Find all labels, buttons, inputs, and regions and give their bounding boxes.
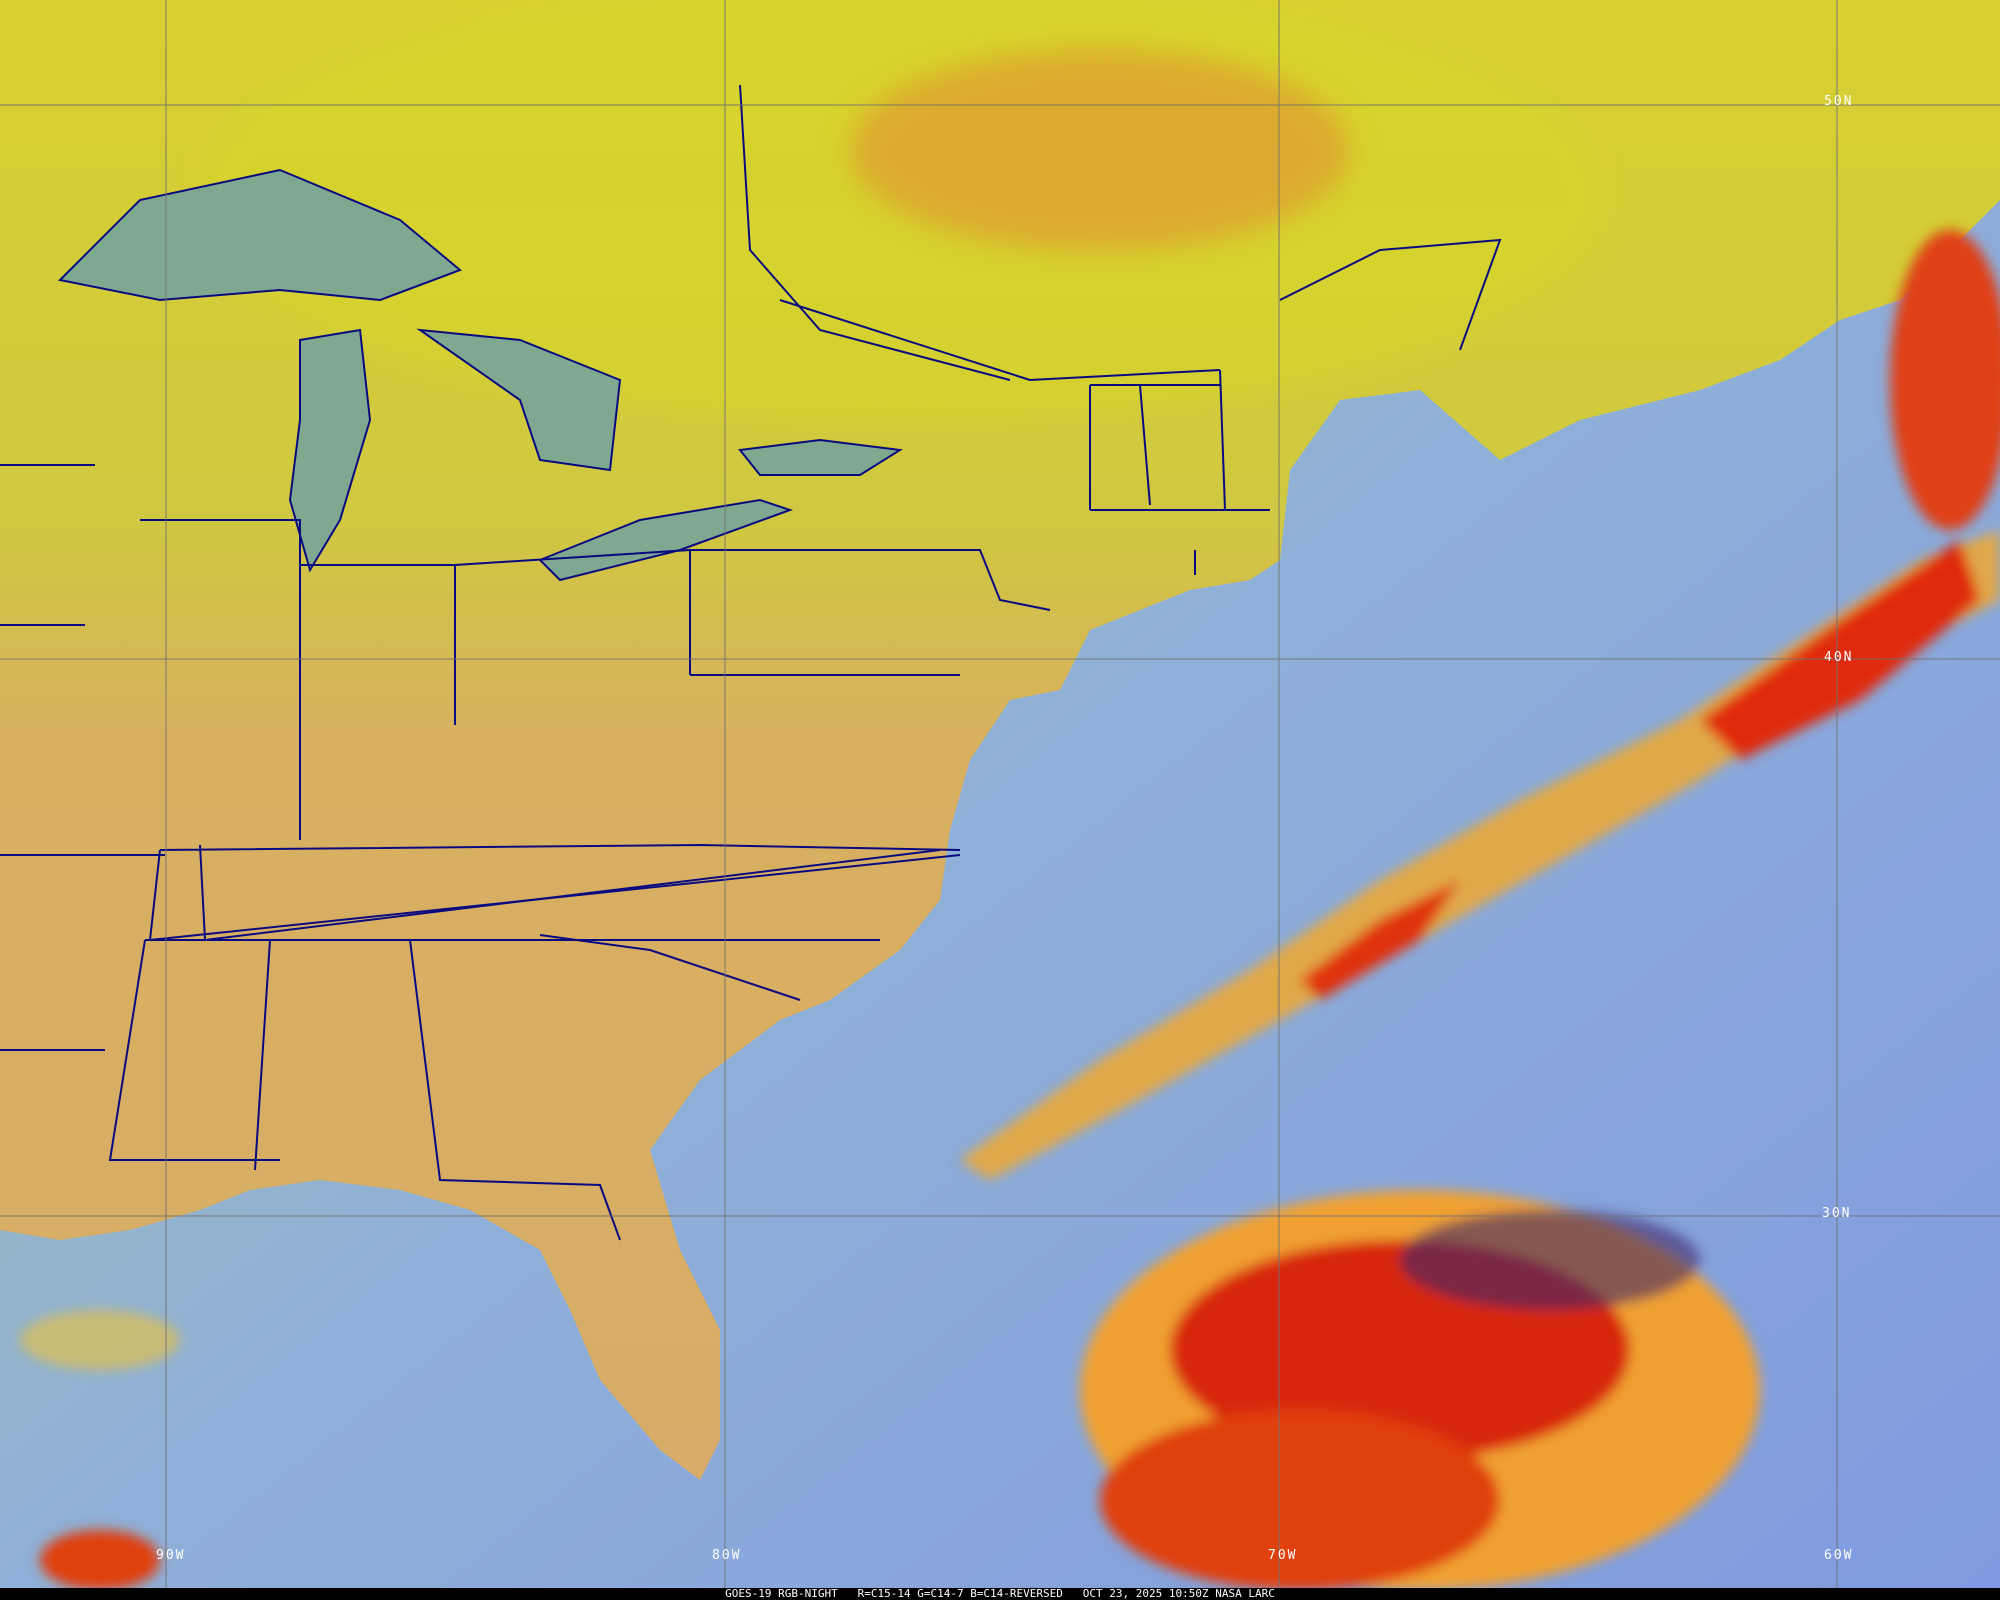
cloud-gulf-red — [40, 1530, 160, 1590]
great-lakes — [57, 168, 903, 582]
lat-label-50n: 50N — [1824, 94, 1854, 109]
cloud-storm-lower — [1100, 1410, 1500, 1590]
lon-label-70w: 70W — [1268, 1548, 1298, 1563]
cloud-band-core — [1700, 540, 1980, 760]
lon-label-90w: 90W — [156, 1548, 186, 1563]
lon-label-60w: 60W — [1824, 1548, 1854, 1563]
political-boundaries — [0, 84, 1502, 1241]
product-caption: GOES-19 RGB-NIGHT R=C15-14 G=C14-7 B=C14… — [0, 1588, 2000, 1600]
cloud-storm-shadow — [1400, 1210, 1700, 1310]
lat-label-40n: 40N — [1824, 650, 1854, 665]
lon-label-80w: 80W — [712, 1548, 742, 1563]
cloud-systems — [20, 230, 2000, 1590]
lat-label-30n: 30N — [1822, 1206, 1852, 1221]
cloud-gulf-yellow — [20, 1310, 180, 1370]
cloud-red-northeast — [1890, 230, 2000, 530]
cloud-orange-canada — [850, 50, 1350, 250]
cloud-band-segment — [1300, 880, 1460, 1000]
